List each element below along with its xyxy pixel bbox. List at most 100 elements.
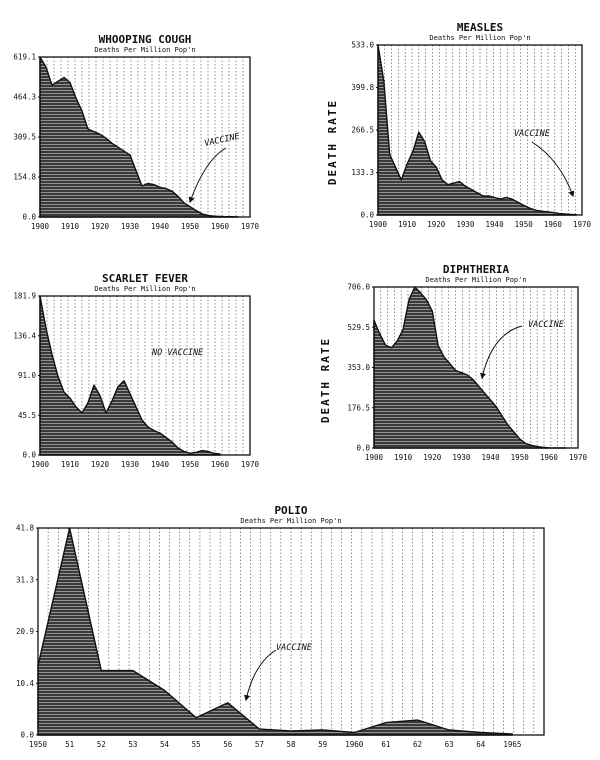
polio-area <box>37 527 514 736</box>
whooping-cough-xtick: 1950 <box>181 222 200 231</box>
whooping-cough-xtick: 1920 <box>91 222 110 231</box>
whooping-cough-xtick: 1900 <box>31 222 50 231</box>
diphtheria-xtick: 1920 <box>423 453 442 462</box>
scarlet-fever-subtitle: Deaths Per Million Pop'n <box>94 285 195 293</box>
scarlet-fever-xtick: 1960 <box>211 460 230 469</box>
scarlet-fever-ytick: 136.4 <box>13 331 36 340</box>
scarlet-fever-xtick: 1930 <box>121 460 140 469</box>
diphtheria-area <box>373 286 567 449</box>
diphtheria-xtick: 1970 <box>569 453 588 462</box>
measles-ytick: 533.0 <box>351 41 374 50</box>
scarlet-fever-area <box>39 295 221 456</box>
diphtheria-subtitle: Deaths Per Million Pop'n <box>425 276 526 284</box>
scarlet-fever-xtick: 1900 <box>31 460 50 469</box>
measles-xtick: 1930 <box>456 220 475 229</box>
whooping-cough-annotation: VACCINE <box>204 132 242 149</box>
polio-title: POLIO <box>274 504 307 517</box>
polio-xtick: 1950 <box>29 740 48 749</box>
measles-title: MEASLES <box>457 21 503 34</box>
whooping-cough-ytick: 464.3 <box>13 93 36 102</box>
polio-xtick: 54 <box>160 740 170 749</box>
scarlet-fever-xtick: 1970 <box>241 460 260 469</box>
measles-xtick: 1970 <box>573 220 592 229</box>
measles-xtick: 1960 <box>544 220 563 229</box>
scarlet-fever-annotation: NO VACCINE <box>151 348 204 358</box>
diphtheria-xtick: 1910 <box>394 453 413 462</box>
polio-ytick: 10.4 <box>16 679 35 688</box>
diphtheria-ytick: 353.0 <box>347 363 370 372</box>
whooping-cough-area <box>39 56 239 218</box>
measles-ytick: 266.5 <box>351 126 374 135</box>
scarlet-fever-ytick: 91.0 <box>18 371 37 380</box>
measles-xtick: 1900 <box>369 220 388 229</box>
polio-annotation: VACCINE <box>276 643 313 653</box>
polio-xtick: 1960 <box>345 740 364 749</box>
diphtheria-ytick: 706.0 <box>347 283 370 292</box>
polio-ytick: 0.0 <box>20 731 34 740</box>
measles-arrow <box>531 141 575 198</box>
whooping-cough-ytick: 154.8 <box>13 173 36 182</box>
polio-xtick: 57 <box>255 740 264 749</box>
diphtheria-annotation: VACCINE <box>528 320 565 330</box>
whooping-cough-xtick: 1940 <box>151 222 170 231</box>
diphtheria-xtick: 1900 <box>365 453 384 462</box>
polio-xtick: 55 <box>192 740 201 749</box>
diphtheria-ytick: 529.5 <box>347 323 370 332</box>
measles-ytick: 133.3 <box>351 168 374 177</box>
whooping-cough-xtick: 1930 <box>121 222 140 231</box>
scarlet-fever-ytick: 0.0 <box>22 451 36 460</box>
scarlet-fever-title: SCARLET FEVER <box>102 272 188 285</box>
polio-arrow <box>244 649 277 702</box>
polio-subtitle: Deaths Per Million Pop'n <box>240 517 341 525</box>
measles-ytick: 0.0 <box>360 211 374 220</box>
diphtheria-ylabel: DEATH RATE <box>319 337 332 423</box>
polio-xtick: 1965 <box>503 740 521 749</box>
polio-xtick: 51 <box>65 740 74 749</box>
measles-xtick: 1910 <box>398 220 417 229</box>
whooping-cough-ytick: 309.5 <box>13 133 36 142</box>
polio-xtick: 63 <box>445 740 454 749</box>
polio-ytick: 31.3 <box>16 575 34 584</box>
scarlet-fever-ytick: 45.5 <box>18 411 36 420</box>
polio-xtick: 59 <box>318 740 327 749</box>
measles-xtick: 1940 <box>486 220 505 229</box>
scarlet-fever-xtick: 1950 <box>181 460 200 469</box>
scarlet-fever-xtick: 1940 <box>151 460 170 469</box>
scarlet-fever-xtick: 1910 <box>61 460 80 469</box>
polio-xtick: 58 <box>286 740 296 749</box>
whooping-cough-xtick: 1960 <box>211 222 230 231</box>
scarlet-fever-xtick: 1920 <box>91 460 110 469</box>
whooping-cough-xtick: 1970 <box>241 222 260 231</box>
diphtheria-title: DIPHTHERIA <box>443 263 510 276</box>
polio-gridlines <box>47 528 535 735</box>
whooping-cough-ytick: 619.1 <box>13 53 36 62</box>
polio-xtick: 62 <box>413 740 422 749</box>
diphtheria-ytick: 176.5 <box>347 403 370 412</box>
diphtheria-xtick: 1940 <box>482 453 501 462</box>
diphtheria-xtick: 1950 <box>511 453 530 462</box>
measles-area <box>377 44 577 216</box>
polio-ytick: 41.8 <box>16 524 35 533</box>
scarlet-fever-ytick: 181.9 <box>13 292 36 301</box>
whooping-cough-xtick: 1910 <box>61 222 80 231</box>
whooping-cough-arrow <box>188 147 227 204</box>
measles-annotation: VACCINE <box>514 129 551 139</box>
polio-xtick: 61 <box>381 740 390 749</box>
whooping-cough-subtitle: Deaths Per Million Pop'n <box>94 46 195 54</box>
diphtheria-xtick: 1930 <box>452 453 471 462</box>
measles-xtick: 1920 <box>427 220 446 229</box>
polio-xtick: 53 <box>128 740 137 749</box>
polio-xtick: 64 <box>476 740 486 749</box>
whooping-cough-ytick: 0.0 <box>22 213 36 222</box>
polio-ytick: 20.9 <box>16 627 34 636</box>
measles-ytick: 399.8 <box>351 83 374 92</box>
diphtheria-arrow <box>480 325 523 380</box>
diphtheria-xtick: 1960 <box>540 453 559 462</box>
measles-ylabel: DEATH RATE <box>326 99 339 185</box>
